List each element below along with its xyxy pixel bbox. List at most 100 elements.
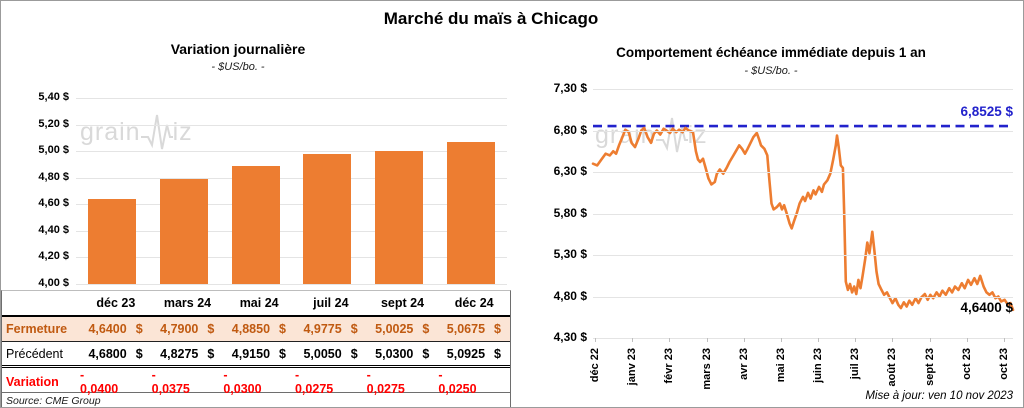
x-tick-label: févr 23 — [663, 348, 676, 384]
x-axis-tick — [743, 338, 745, 342]
table-column-header: mai 24 — [239, 296, 279, 310]
table-cell: 4,8275 $ — [152, 347, 224, 361]
bar-y-tick-label: 4,40 $ — [38, 223, 69, 236]
x-axis-tick — [1003, 338, 1005, 342]
x-axis-tick — [669, 338, 671, 342]
bar-y-tick-label: 4,60 $ — [38, 197, 69, 210]
bar-y-tick-label: 5,00 $ — [38, 144, 69, 157]
cell-currency: $ — [279, 346, 286, 361]
bar-gridline — [76, 124, 507, 126]
row-label: Fermeture — [6, 322, 68, 336]
bar-chart-plot: grain iz — [76, 98, 507, 285]
table-column-header: sept 24 — [380, 296, 425, 310]
cell-currency: $ — [279, 322, 286, 336]
cell-value: - 0,0300 — [223, 368, 262, 396]
x-axis-tick — [966, 338, 968, 342]
cell-currency: $ — [207, 322, 215, 336]
price-series-line — [591, 126, 1015, 312]
bar-gridline — [76, 230, 507, 232]
table-cell: 4,6800 $ — [80, 347, 152, 361]
watermark-text: iz — [687, 120, 708, 149]
cell-value: 5,0025 — [375, 322, 414, 336]
table-cell: 4,9775 $ — [295, 322, 367, 336]
table-row-variation: Variation - 0,0400 - 0,0375 - 0,0300 - 0,027… — [2, 368, 510, 396]
cell-value: 4,6400 — [88, 322, 127, 336]
line-chart-subtitle: - $US/bo. - — [744, 65, 798, 77]
table-cell: - 0,0250 — [438, 368, 510, 396]
source-note: Source: CME Group — [6, 394, 101, 407]
cell-currency: $ — [350, 322, 358, 336]
bar-chart-subtitle: - $US/bo. - — [211, 61, 265, 73]
table-column-header: déc 23 — [96, 296, 136, 310]
table-column-header: déc 24 — [454, 296, 494, 310]
bar-y-tick-label: 5,40 $ — [38, 91, 69, 103]
cell-currency: $ — [422, 346, 430, 361]
cell-currency: $ — [422, 322, 430, 336]
x-axis-tick — [855, 338, 857, 342]
cell-currency: $ — [350, 346, 358, 361]
bar-juil 24 — [303, 154, 352, 284]
bar-y-tick-label: 4,80 $ — [38, 170, 69, 183]
x-axis-tick — [632, 338, 634, 342]
bar-déc 23 — [87, 198, 136, 284]
table-cell: 4,7900 $ — [152, 322, 224, 336]
cell-value: - 0,0250 — [438, 368, 477, 396]
table-header-row: déc 23 mars 24 mai 24 juil 24 sept 24 déc 24 — [2, 291, 510, 317]
bar-gridline — [76, 257, 507, 259]
x-tick-label: juin 23 — [812, 348, 825, 383]
watermark-text: iz — [172, 117, 193, 146]
table-row-fermeture: Fermeture 4,6400 $4,7900 $4,8850 $4,9775 $5,0… — [2, 317, 510, 342]
line-y-tick-label: 5,80 $ — [553, 205, 587, 220]
table-cell: 5,0025 $ — [367, 322, 439, 336]
cell-currency: $ — [135, 346, 143, 361]
cell-value: 4,9150 — [231, 346, 271, 361]
cell-currency: $ — [135, 322, 143, 336]
table-row-precedent: Précédent 4,6800 $4,8275 $ 4,9150 $5,0050 $5,0… — [2, 342, 510, 368]
bar-sept 24 — [375, 150, 424, 284]
reference-price-label: 6,8525 $ — [960, 104, 1013, 119]
grainwiz-watermark: grain iz — [80, 112, 193, 152]
row-label: Précédent — [6, 346, 63, 361]
last-price-label: 4,6400 $ — [960, 300, 1013, 315]
page-title: Marché du maïs à Chicago — [383, 9, 599, 28]
x-tick-label: mai 23 — [774, 348, 787, 383]
table-cell: 4,9150 $ — [223, 347, 295, 361]
x-tick-label: janv 23 — [626, 348, 639, 386]
cell-value: 5,0300 — [375, 346, 414, 361]
line-gridline — [593, 130, 1013, 132]
update-note: Mise à jour: ven 10 nov 2023 — [865, 390, 1013, 402]
table-cell: - 0,0400 — [80, 368, 152, 396]
table-cell: 5,0050 $ — [295, 347, 367, 361]
x-axis-tick — [595, 338, 597, 342]
table-column-header: mars 24 — [163, 296, 212, 310]
cell-value: 5,0050 — [303, 346, 342, 361]
x-tick-label: mars 23 — [700, 348, 713, 390]
table-cell: 4,8850 $ — [223, 322, 295, 336]
cell-value: 4,7900 — [160, 322, 199, 336]
line-chart-plot: grain iz — [591, 89, 1015, 339]
x-tick-label: juil 23 — [849, 348, 862, 380]
watermark-pulse-icon — [140, 114, 173, 150]
line-gridline — [593, 296, 1013, 298]
cell-currency: $ — [494, 346, 501, 361]
line-y-tick-label: 7,30 $ — [553, 81, 587, 95]
line-y-tick-label: 4,30 $ — [553, 330, 587, 344]
cell-value: 5,0675 — [446, 322, 486, 336]
cell-currency: $ — [494, 322, 501, 336]
bar-gridline — [76, 284, 507, 285]
table-cell: 5,0675 $ — [438, 322, 510, 336]
bar-chart-title: Variation journalière — [170, 41, 306, 57]
line-gridline — [593, 172, 1013, 173]
cell-currency: $ — [207, 346, 215, 361]
table-cell: - 0,0375 — [152, 368, 224, 396]
x-axis-tick — [929, 338, 931, 342]
line-y-tick-label: 4,80 $ — [553, 288, 587, 303]
x-axis-tick — [818, 338, 820, 342]
bar-mai 24 — [231, 166, 280, 284]
line-gridline — [593, 338, 1013, 339]
price-table: déc 23 mars 24 mai 24 juil 24 sept 24 déc 24 F… — [1, 290, 511, 407]
bar-gridline — [76, 177, 507, 179]
cell-value: - 0,0400 — [80, 368, 119, 396]
x-tick-label: avr 23 — [737, 348, 750, 380]
